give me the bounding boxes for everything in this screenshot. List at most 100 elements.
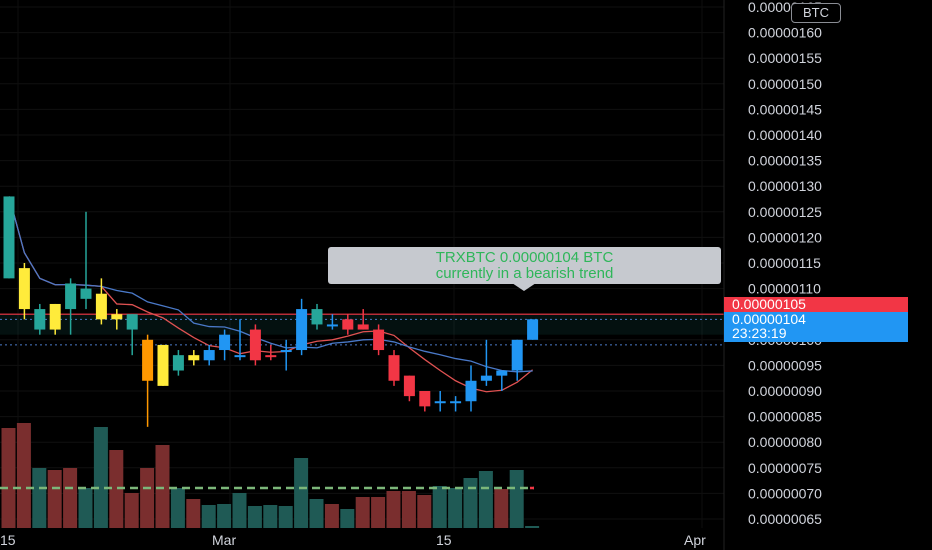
candle-body	[480, 375, 492, 381]
reference-price-tag: 0.00000105	[724, 297, 908, 312]
volume-bar	[371, 497, 386, 528]
volume-bar	[463, 478, 478, 528]
candle-body	[403, 375, 415, 397]
current-price-tag: 0.00000104 23:23:19	[724, 312, 908, 342]
y-tick-label: 0.00000130	[748, 178, 822, 194]
candle-body	[265, 355, 277, 358]
candle-body	[249, 329, 261, 361]
volume-bar	[155, 445, 170, 528]
bar-countdown: 23:23:19	[732, 325, 787, 341]
candle-body	[234, 355, 246, 358]
x-tick-label: 15	[436, 532, 452, 548]
candle-body	[419, 391, 431, 407]
volume-bar	[217, 504, 232, 528]
volume-bar	[140, 468, 155, 528]
candle-body	[188, 355, 200, 361]
volume-bar	[93, 427, 108, 528]
volume-bar	[525, 526, 540, 528]
candle-body	[203, 350, 215, 361]
price-axis[interactable]: 0.000001650.000001600.000001550.00000150…	[723, 0, 822, 550]
volume-bar	[1, 428, 16, 528]
volume-bar	[32, 468, 47, 528]
volume-bar	[294, 458, 309, 528]
volume-bar	[232, 493, 247, 528]
volume-bar	[78, 488, 93, 528]
volume-bar	[278, 506, 293, 528]
volume-bar	[401, 491, 416, 528]
volume-bar	[324, 504, 339, 528]
candle-body	[49, 303, 61, 330]
candle-body	[95, 293, 107, 320]
candlesticks[interactable]	[3, 196, 539, 427]
y-tick-label: 0.00000150	[748, 76, 822, 92]
volume-bar	[201, 505, 216, 528]
candle-body	[357, 324, 369, 330]
candle-body	[511, 339, 523, 371]
volume-bar	[63, 468, 78, 528]
candle-body	[34, 309, 46, 330]
annotation-pointer	[512, 283, 536, 291]
volume-bar	[417, 495, 432, 528]
candle-body	[80, 288, 92, 299]
volume-bar	[16, 423, 31, 528]
currency-badge[interactable]: BTC	[791, 3, 841, 23]
y-tick-label: 0.00000145	[748, 101, 822, 117]
time-axis[interactable]: 15 Mar 15 Apr	[0, 532, 706, 548]
volume-bar	[340, 509, 355, 528]
y-tick-label: 0.00000070	[748, 485, 822, 501]
volume-bar	[124, 493, 139, 528]
candle-body	[157, 344, 169, 386]
candle-body	[496, 370, 508, 376]
candle-body	[3, 196, 15, 279]
y-tick-label: 0.00000065	[748, 511, 822, 527]
y-tick-label: 0.00000160	[748, 25, 822, 41]
volume-bar	[386, 491, 401, 528]
candle-body	[172, 355, 184, 371]
y-tick-label: 0.00000085	[748, 409, 822, 425]
y-tick-label: 0.00000125	[748, 204, 822, 220]
y-tick-label: 0.00000090	[748, 383, 822, 399]
volume-bar	[309, 499, 324, 528]
candle-body	[18, 268, 30, 310]
candle-body	[311, 309, 323, 325]
volume-bar	[186, 499, 201, 528]
volume-bars	[1, 423, 540, 528]
y-tick-label: 0.00000135	[748, 153, 822, 169]
annotation-line-1: TRXBTC 0.00000104 BTC	[435, 249, 614, 266]
candle-body	[296, 309, 308, 351]
x-tick-label: Mar	[212, 532, 236, 548]
y-tick-label: 0.00000080	[748, 434, 822, 450]
volume-bar	[494, 489, 509, 528]
volume-bar	[47, 470, 62, 528]
volume-bar	[247, 506, 262, 528]
y-tick-label: 0.00000120	[748, 229, 822, 245]
candle-body	[527, 319, 539, 340]
candle-body	[434, 401, 446, 404]
y-tick-label: 0.00000155	[748, 50, 822, 66]
candle-body	[373, 329, 385, 351]
candle-body	[342, 319, 354, 330]
volume-bar	[170, 488, 185, 528]
moving-average-line	[8, 196, 533, 373]
volume-bar	[263, 505, 278, 528]
x-tick-label: 15	[0, 532, 16, 548]
candle-body	[65, 283, 77, 310]
y-tick-label: 0.00000075	[748, 460, 822, 476]
volume-bar	[448, 488, 463, 528]
volume-bar	[478, 471, 493, 528]
x-tick-label: Apr	[684, 532, 706, 548]
candle-body	[465, 380, 477, 402]
candle-body	[111, 314, 123, 320]
y-tick-label: 0.00000095	[748, 357, 822, 373]
volume-bar	[509, 470, 524, 528]
candle-body	[450, 401, 462, 404]
candle-body	[388, 355, 400, 381]
volume-bar	[355, 497, 370, 528]
current-price-label: 0.00000104	[732, 311, 806, 327]
candle-body	[280, 350, 292, 353]
y-tick-label: 0.00000140	[748, 127, 822, 143]
volume-bar	[109, 450, 124, 528]
candle-body	[219, 334, 231, 351]
candle-body	[326, 324, 338, 327]
candle-body	[142, 339, 154, 381]
